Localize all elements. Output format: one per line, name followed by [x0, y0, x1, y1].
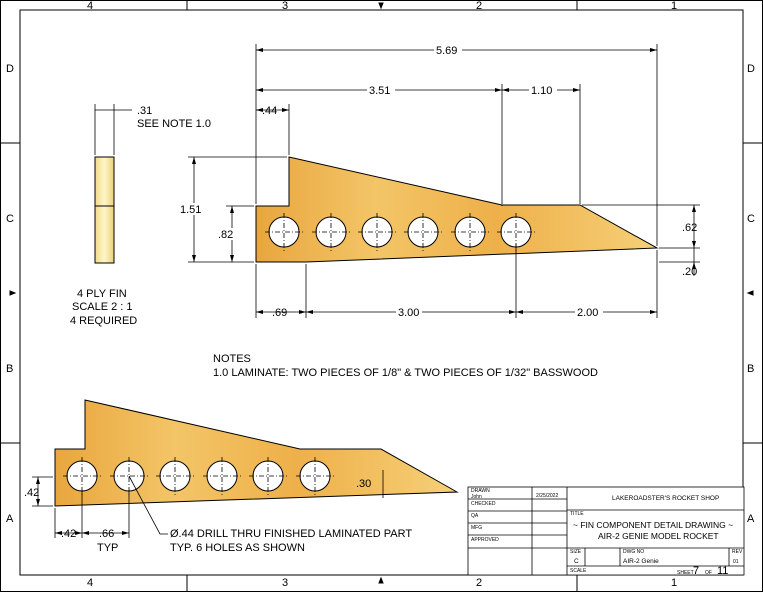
tb-of-label: OF — [705, 570, 712, 576]
dim-tip-height: .62 — [682, 222, 697, 234]
tb-checked-label: CHECKED — [471, 501, 496, 507]
note-1: 1.0 LAMINATE: TWO PIECES OF 1/8" & TWO P… — [213, 367, 598, 379]
notes-title: NOTES — [213, 353, 251, 365]
upper-hole-2 — [312, 213, 350, 251]
dim-hole-spacing: .66 — [99, 528, 114, 540]
zone-col-4-bottom: 4 — [87, 577, 93, 589]
dim-fin-height: .82 — [218, 229, 233, 241]
upper-hole-1 — [265, 213, 303, 251]
tb-scale-label: SCALE — [570, 568, 587, 574]
zone-col-2-top: 2 — [476, 0, 482, 12]
dim-first-hole: .69 — [272, 307, 287, 319]
zone-row-c-right: C — [747, 213, 755, 225]
tb-qa-label: QA — [471, 513, 479, 519]
dim-hole-span: 3.00 — [398, 307, 419, 319]
lower-hole-5 — [249, 457, 287, 495]
tb-title-line-1: ~ FIN COMPONENT DETAIL DRAWING ~ — [573, 520, 733, 530]
fin-label-line-1: 4 PLY FIN — [77, 288, 127, 300]
upper-hole-3 — [358, 213, 396, 251]
drill-callout-2: TYP. 6 HOLES AS SHOWN — [170, 542, 305, 554]
inner-border — [19, 9, 744, 576]
tb-mfg-label: MFG — [471, 525, 482, 531]
lower-holes — [63, 457, 334, 495]
fin-edge-view — [94, 156, 115, 264]
zone-col-4-top: 4 — [87, 0, 93, 12]
lower-hole-4 — [203, 457, 241, 495]
tb-approved-label: APPROVED — [471, 537, 499, 543]
upper-dimension-lines — [188, 44, 700, 318]
dim-tab-length: .44 — [262, 105, 277, 117]
thickness-value: .31 — [137, 105, 152, 117]
upper-hole-4 — [404, 213, 442, 251]
tb-sheet: 7 — [693, 565, 699, 577]
dim-tip-length: 1.10 — [531, 85, 552, 97]
zone-col-3-bottom: 3 — [282, 577, 288, 589]
tb-of-total: 11 — [717, 565, 728, 577]
zone-row-c-left: C — [6, 213, 14, 225]
dim-lower-first-hole: .42 — [61, 528, 76, 540]
tb-size-label: SIZE — [570, 549, 582, 555]
dim-bottom-offset: .20 — [682, 266, 697, 278]
zone-row-a-left: A — [6, 513, 14, 525]
zone-col-1-bottom: 1 — [671, 577, 677, 589]
lower-dimension-arrows — [36, 477, 129, 535]
tb-dwg-label: DWG NO — [623, 549, 644, 555]
tb-title-line-2: AIR-2 GENIE MODEL ROCKET — [598, 531, 719, 541]
tb-rev: 01 — [733, 559, 739, 565]
fin-profile-lower — [54, 399, 459, 507]
lower-hole-3 — [156, 457, 194, 495]
zone-row-d-right: D — [747, 63, 755, 75]
dim-root-height: 1.51 — [180, 204, 201, 216]
tb-drawn-by: John — [471, 494, 482, 500]
thickness-dimension — [94, 104, 132, 155]
tb-date: 2/25/2022 — [536, 493, 558, 499]
tb-sheet-label: SHEET — [677, 570, 694, 576]
zone-row-a-right: A — [747, 513, 755, 525]
dim-lower-tip-height: .30 — [356, 478, 371, 490]
zone-row-b-left: B — [6, 363, 13, 375]
dim-last-hole-to-tip: 2.00 — [577, 307, 598, 319]
tb-title-label: TITLE — [570, 511, 584, 517]
upper-hole-5 — [451, 213, 489, 251]
upper-holes — [265, 213, 535, 251]
zone-row-d-left: D — [6, 63, 14, 75]
zone-col-3-top: 3 — [282, 0, 288, 12]
fin-label-line-3: 4 REQUIRED — [70, 315, 137, 327]
tb-size: C — [574, 558, 579, 565]
see-note-label: SEE NOTE 1.0 — [137, 118, 211, 130]
zone-col-1-top: 1 — [671, 0, 677, 12]
tb-dwg-no: AIR-2 Genie — [623, 558, 659, 565]
typ-label: TYP — [97, 542, 118, 554]
drill-callout: Ø.44 DRILL THRU FINISHED LAMINATED PART — [170, 528, 412, 540]
zone-col-2-bottom: 2 — [476, 577, 482, 589]
tb-drawn-label: DRAWN — [471, 488, 490, 494]
tb-rev-label: REV — [732, 549, 743, 555]
tb-company: LAKEROADSTER'S ROCKET SHOP — [612, 495, 719, 502]
fin-label-line-2: SCALE 2 : 1 — [72, 301, 133, 313]
dim-overall-length: 5.69 — [436, 45, 457, 57]
zone-row-b-right: B — [747, 363, 754, 375]
dim-lower-edge-offset: .42 — [24, 487, 39, 499]
upper-dimension-arrows — [192, 48, 696, 314]
lower-hole-6 — [296, 457, 334, 495]
dim-root-top-length: 3.51 — [369, 85, 390, 97]
title-block — [467, 486, 745, 576]
center-marks — [9, 2, 754, 584]
fin-profile-upper — [255, 156, 659, 263]
